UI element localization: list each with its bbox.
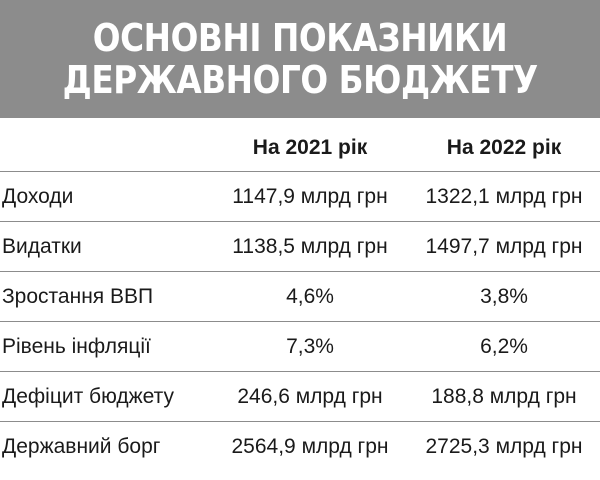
title-line-1: ОСНОВНІ ПОКАЗНИКИ — [92, 16, 508, 60]
title-line-2: ДЕРЖАВНОГО БЮДЖЕТУ — [62, 58, 538, 102]
header-2022: На 2022 рік — [408, 124, 600, 172]
value-2021: 1138,5 млрд грн — [212, 221, 408, 272]
row-label: Видатки — [0, 221, 212, 272]
value-2022: 3,8% — [408, 271, 600, 322]
value-2021: 7,3% — [212, 321, 408, 372]
value-2021: 246,6 млрд грн — [212, 371, 408, 422]
value-2022: 1497,7 млрд грн — [408, 221, 600, 272]
value-2022: 6,2% — [408, 321, 600, 372]
table-row: Видатки 1138,5 млрд грн 1497,7 млрд грн — [0, 221, 600, 272]
row-label: Державний борг — [2, 434, 161, 458]
value-2022: 188,8 млрд грн — [408, 371, 600, 422]
budget-indicators-table: На 2021 рік На 2022 рік Доходи 1147,9 мл… — [0, 124, 600, 471]
table-row: Рівень інфляції 7,3% 6,2% — [0, 321, 600, 372]
row-label: Зростання ВВП — [0, 271, 212, 322]
value-2021: 2564,9 млрд грн — [231, 434, 389, 458]
table-row: Дефіцит бюджету 246,6 млрд грн 188,8 млр… — [0, 371, 600, 422]
table-header-row: На 2021 рік На 2022 рік — [0, 124, 600, 172]
row-label: Дефіцит бюджету — [0, 371, 212, 422]
row-label: Рівень інфляції — [0, 321, 212, 372]
value-2022: 1322,1 млрд грн — [408, 171, 600, 222]
value-2022: 2725,3 млрд грн — [425, 434, 583, 458]
value-2021: 1147,9 млрд грн — [212, 171, 408, 222]
header-label-column — [0, 124, 212, 172]
title-banner: ОСНОВНІ ПОКАЗНИКИ ДЕРЖАВНОГО БЮДЖЕТУ — [0, 0, 600, 118]
table-row: Доходи 1147,9 млрд грн 1322,1 млрд грн — [0, 171, 600, 222]
row-label: Доходи — [0, 171, 212, 222]
table-row: Зростання ВВП 4,6% 3,8% — [0, 271, 600, 322]
value-2021: 4,6% — [212, 271, 408, 322]
table-row: Державний борг 2564,9 млрд грн 2725,3 мл… — [0, 422, 600, 472]
header-2021: На 2021 рік — [212, 124, 408, 172]
